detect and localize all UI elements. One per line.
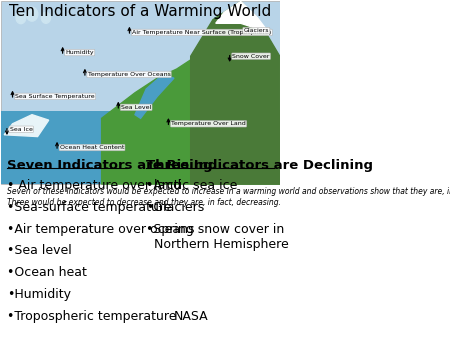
Polygon shape bbox=[135, 74, 174, 118]
Text: Sea Surface Temperature: Sea Surface Temperature bbox=[15, 94, 95, 99]
Text: Ten Indicators of a Warming World: Ten Indicators of a Warming World bbox=[9, 4, 272, 19]
Text: •Tropospheric temperature: •Tropospheric temperature bbox=[7, 310, 176, 323]
Polygon shape bbox=[102, 56, 280, 184]
FancyBboxPatch shape bbox=[1, 111, 154, 184]
Text: NASA: NASA bbox=[174, 310, 209, 323]
Text: Sea Ice: Sea Ice bbox=[10, 127, 32, 132]
Text: •Spring snow cover in
  Northern Hemisphere: •Spring snow cover in Northern Hemispher… bbox=[146, 223, 289, 251]
Circle shape bbox=[16, 12, 26, 24]
Polygon shape bbox=[4, 115, 49, 137]
Text: •Air temperature over oceans: •Air temperature over oceans bbox=[7, 223, 194, 236]
FancyBboxPatch shape bbox=[1, 1, 280, 184]
Text: Temperature Over Land: Temperature Over Land bbox=[171, 121, 246, 126]
Text: •Humidity: •Humidity bbox=[7, 288, 71, 301]
Text: Snow Cover: Snow Cover bbox=[233, 54, 270, 59]
Text: Glaciers: Glaciers bbox=[243, 28, 269, 33]
Text: •Sea level: •Sea level bbox=[7, 244, 72, 258]
Text: •Ocean heat: •Ocean heat bbox=[7, 266, 87, 279]
Text: •Arctic sea ice: •Arctic sea ice bbox=[146, 179, 238, 192]
Text: • Air temperature over land: • Air temperature over land bbox=[7, 179, 181, 192]
Text: Air Temperature Near Surface (Troposphere): Air Temperature Near Surface (Tropospher… bbox=[132, 30, 271, 35]
Polygon shape bbox=[191, 1, 280, 184]
Text: •Glaciers: •Glaciers bbox=[146, 201, 204, 214]
Circle shape bbox=[41, 13, 50, 23]
Polygon shape bbox=[216, 1, 269, 32]
Text: Seven Indicators are Rising: Seven Indicators are Rising bbox=[7, 159, 212, 172]
Text: Seven of these indicators would be expected to increase in a warming world and o: Seven of these indicators would be expec… bbox=[7, 188, 450, 207]
Text: Sea Level: Sea Level bbox=[121, 105, 151, 110]
Text: Temperature Over Oceans: Temperature Over Oceans bbox=[88, 72, 171, 77]
Circle shape bbox=[26, 7, 38, 21]
Text: •Sea-surface temperature: •Sea-surface temperature bbox=[7, 201, 171, 214]
Text: Ocean Heat Content: Ocean Heat Content bbox=[60, 145, 124, 150]
Text: Three Indicators are Declining: Three Indicators are Declining bbox=[146, 159, 373, 172]
Text: Humidity: Humidity bbox=[65, 50, 94, 55]
